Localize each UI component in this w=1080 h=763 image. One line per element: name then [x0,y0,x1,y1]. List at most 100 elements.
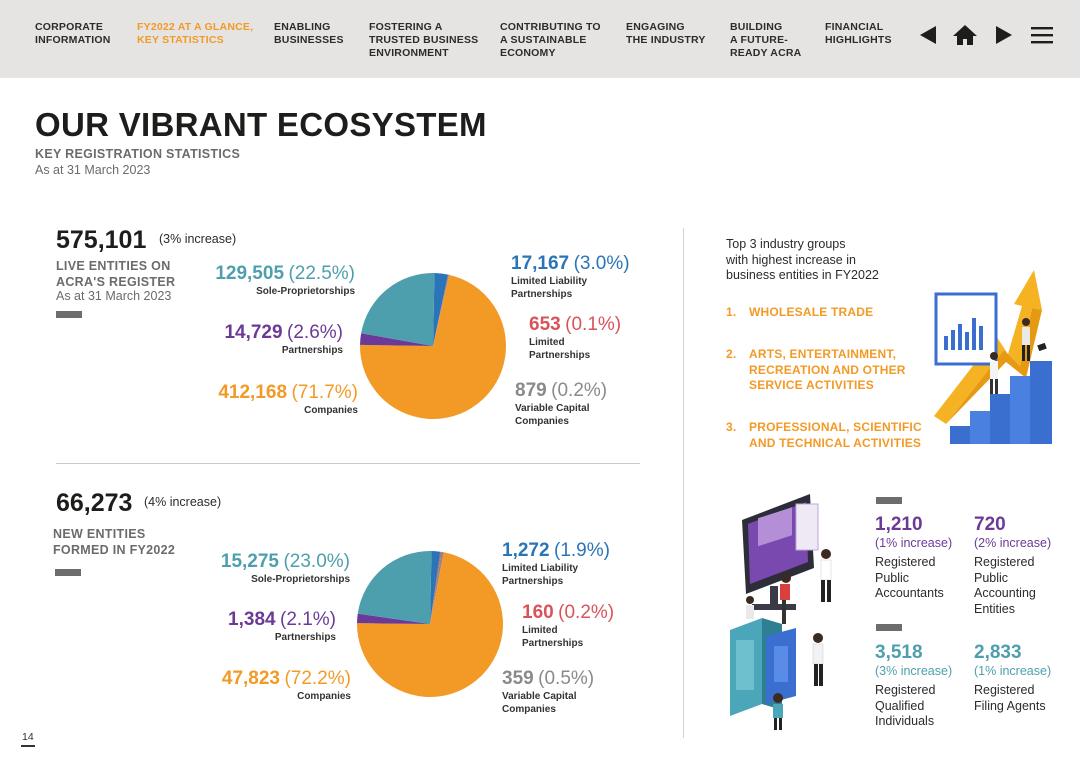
menu-icon[interactable] [1029,22,1057,48]
live-entities-label: LIVE ENTITIES ON ACRA'S REGISTER [56,258,175,290]
live-partnerships: 14,729 (2.6%) Partnerships [213,322,343,357]
industry-name: WHOLESALE TRADE [749,305,873,321]
nav-label: ENABLING [274,21,331,33]
new-variable-capital-companies: 359 (0.5%) Variable Capital Companies [502,668,594,716]
stat-label-line: Individuals [875,714,935,728]
nav-financial-highlights[interactable]: FINANCIAL HIGHLIGHTS [825,21,892,47]
segment-name: Companies [515,416,569,427]
industry-rank: 2. [726,347,737,361]
stat-increase: (1% increase) [974,664,1052,678]
nav-label: BUSINESSES [274,34,344,46]
stat-label: Registered Public Accountants [875,555,985,602]
pie-slice-companies [357,552,503,697]
nav-label: ENVIRONMENT [369,47,449,59]
page-date: As at 31 March 2023 [35,163,151,177]
nav-label: A FUTURE- [730,34,788,46]
grey-marker [876,497,902,504]
new-entities-pie-chart [357,551,503,697]
live-entities-date: As at 31 March 2023 [56,289,172,303]
segment-percent: (0.5%) [538,668,595,689]
nav-label: KEY STATISTICS [137,34,224,46]
live-sole-proprietorships: 129,505 (22.5%) Sole-Proprietorships [213,263,355,298]
nav-label: A SUSTAINABLE [500,34,587,46]
next-page-icon[interactable] [989,22,1017,48]
segment-percent: (72.2%) [284,668,351,689]
stat-qualified-individuals: 3,518 (3% increase) Registered Qualified… [875,642,985,730]
page-title: OUR VIBRANT ECOSYSTEM [35,106,487,143]
nav-label: HIGHLIGHTS [825,34,892,46]
segment-name: Limited Liability [502,563,579,574]
nav-engaging-industry[interactable]: ENGAGING THE INDUSTRY [626,21,706,47]
nav-enabling-businesses[interactable]: ENABLING BUSINESSES [274,21,344,47]
stat-label-line: Registered [875,555,936,569]
business-growth-illustration [934,270,1052,444]
nav-fostering-trusted-environment[interactable]: FOSTERING A TRUSTED BUSINESS ENVIRONMENT [369,21,478,60]
new-sole-proprietorships: 15,275 (23.0%) Sole-Proprietorships [210,551,350,586]
stat-label-line: Public [875,570,910,585]
stat-value: 2,833 [974,642,1022,663]
segment-name: Partnerships [281,345,343,356]
home-icon[interactable] [951,22,979,48]
segment-percent: (3.0%) [573,253,630,274]
pie-slice-vcc [433,274,450,346]
stat-label: Registered Filing Agents [974,683,1080,714]
pie-slice-llp [430,551,441,624]
segment-percent: (0.1%) [565,314,622,335]
segment-name: Sole-Proprietorships [251,574,350,585]
top-navigation-bar: CORPORATE INFORMATION FY2022 AT A GLANCE… [0,0,1080,78]
segment-name: Limited [522,625,558,636]
stat-filing-agents: 2,833 (1% increase) Registered Filing Ag… [974,642,1080,714]
nav-label: ECONOMY [500,47,556,59]
new-companies: 47,823 (72.2%) Companies [196,668,351,703]
industry-rank: 3. [726,420,737,434]
segment-value: 160 [522,602,554,623]
segment-name: Partnerships [511,289,573,300]
industry-name: PROFESSIONAL, SCIENTIFIC AND TECHNICAL A… [749,420,922,451]
industry-line: RECREATION AND OTHER [749,362,906,377]
industry-line: SERVICE ACTIVITIES [749,378,874,392]
nav-fy2022-key-statistics[interactable]: FY2022 AT A GLANCE, KEY STATISTICS [137,21,253,47]
grey-marker [55,569,81,576]
page-subtitle: KEY REGISTRATION STATISTICS [35,147,241,161]
nav-label: ENGAGING [626,21,685,33]
industry-intro: Top 3 industry groups with highest incre… [726,237,906,284]
nav-corporate-information[interactable]: CORPORATE INFORMATION [35,21,111,47]
new-llp: 1,272 (1.9%) Limited Liability Partnersh… [502,540,610,588]
nav-future-ready-acra[interactable]: BUILDING A FUTURE- READY ACRA [730,21,801,60]
page-number-underline [21,745,35,747]
segment-percent: (1.9%) [554,540,610,561]
pie-slice-partnerships [360,333,433,346]
stat-label-line: Accountants [875,586,944,600]
stat-label-line: Entities [974,601,1015,616]
nav-label: TRUSTED BUSINESS [369,34,479,46]
segment-percent: (2.1%) [280,609,336,630]
label-line: ACRA'S REGISTER [56,275,176,289]
pie-slice-sole [357,551,432,624]
pie-slice-lp [430,551,442,624]
nav-label: BUILDING [730,21,783,33]
segment-name: Partnerships [522,638,584,649]
segment-value: 653 [529,314,561,335]
previous-page-icon[interactable] [915,22,943,48]
segment-percent: (0.2%) [551,380,608,401]
segment-value: 47,823 [221,668,281,689]
industry-line: AND TECHNICAL ACTIVITIES [749,435,922,450]
nav-label: INFORMATION [35,34,111,46]
stat-increase: (1% increase) [875,536,953,550]
pie-slice-lp [433,274,449,346]
section-divider [56,463,640,464]
live-entities-total: 575,101 [56,226,147,254]
segment-value: 14,729 [224,322,283,343]
segment-percent: (71.7%) [291,382,358,403]
segment-name: Sole-Proprietorships [256,286,355,297]
industry-line: WHOLESALE TRADE [749,305,874,319]
industry-line: ARTS, ENTERTAINMENT, [749,347,897,361]
stat-label-line: Accounting [974,586,1036,600]
stat-label: Registered Qualified Individuals [875,683,985,730]
segment-value: 879 [515,380,547,401]
label-line: FORMED IN FY2022 [53,543,176,557]
nav-sustainable-economy[interactable]: CONTRIBUTING TO A SUSTAINABLE ECONOMY [500,21,601,60]
stat-public-accountants: 1,210 (1% increase) Registered Public Ac… [875,514,985,602]
stat-value: 3,518 [875,642,923,663]
stat-value: 720 [974,514,1006,535]
